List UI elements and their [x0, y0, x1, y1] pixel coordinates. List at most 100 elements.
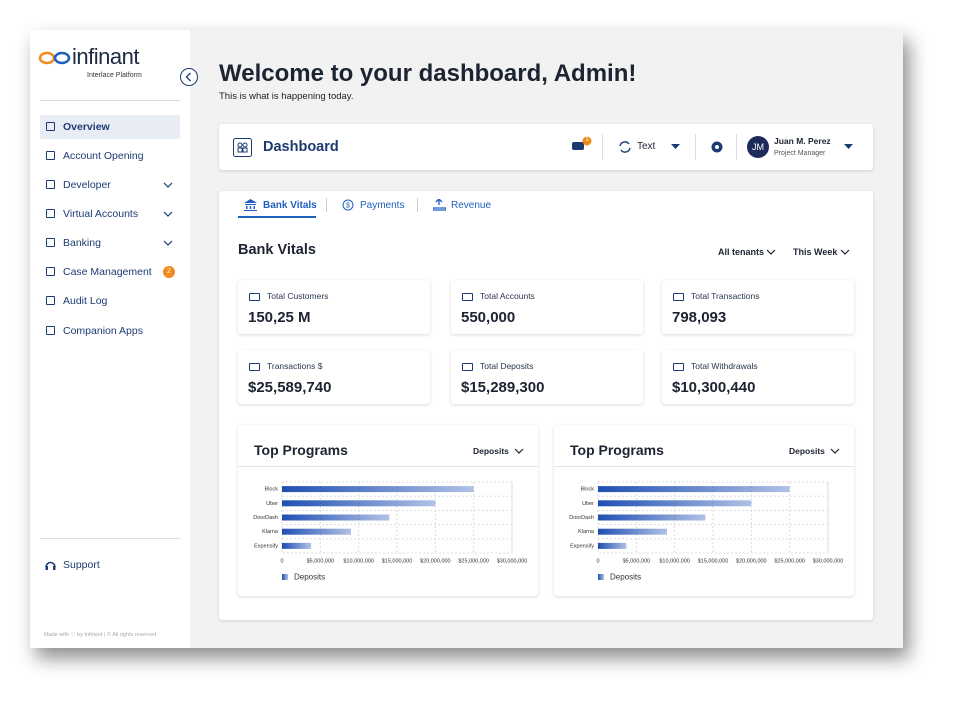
stat-value: 150,25 M: [248, 309, 311, 326]
x-tick-label: $10,000,000: [659, 558, 690, 564]
stat-card: [238, 350, 430, 404]
nav-icon: [46, 151, 55, 160]
stat-value: $25,589,740: [248, 379, 332, 396]
sync-label[interactable]: Text: [637, 141, 656, 152]
nav-icon: [46, 180, 55, 189]
section-title: Bank Vitals: [238, 242, 316, 258]
nav-item[interactable]: Account Opening: [63, 150, 144, 162]
bar: [282, 500, 436, 507]
x-tick-label: $30,000,000: [497, 558, 528, 564]
stat-card: [451, 280, 643, 334]
chart-dropdown[interactable]: Deposits: [473, 446, 509, 456]
stat-label: Total Customers: [267, 291, 329, 301]
bank-icon: [244, 199, 257, 211]
x-tick-label: 0: [596, 558, 599, 564]
nav-chevron[interactable]: [163, 182, 173, 189]
nav-chevron[interactable]: [163, 211, 173, 218]
divider: [554, 466, 854, 467]
divider: [695, 134, 696, 160]
divider: [417, 198, 418, 212]
stat-icon: [249, 363, 260, 371]
nav-icon: [46, 326, 55, 335]
divider: [602, 134, 603, 160]
x-tick-label: $30,000,000: [813, 558, 844, 564]
x-tick-label: $5,000,000: [307, 558, 335, 564]
nav-icon: [46, 209, 55, 218]
revenue-icon: [433, 199, 446, 211]
y-tick-label: Block: [581, 487, 595, 493]
stat-value: 798,093: [672, 309, 727, 326]
support-icon: [45, 561, 56, 570]
tab[interactable]: Payments: [360, 200, 405, 211]
dropdown-caret[interactable]: [671, 144, 680, 150]
chevron[interactable]: [514, 448, 524, 455]
y-tick-label: Klarna: [578, 529, 595, 535]
logo-mark: [38, 51, 71, 65]
chevron[interactable]: [766, 249, 776, 256]
nav-icon: [46, 238, 55, 247]
x-tick-label: $20,000,000: [420, 558, 451, 564]
x-tick-label: $20,000,000: [736, 558, 767, 564]
bar: [598, 528, 667, 535]
stat-label: Total Transactions: [691, 291, 760, 301]
divider: [736, 134, 737, 160]
collapse-button[interactable]: [179, 67, 199, 87]
nav-item[interactable]: Audit Log: [63, 295, 108, 307]
settings-icon[interactable]: [710, 140, 724, 154]
plot-frame: [597, 481, 829, 554]
stat-label: Total Deposits: [480, 361, 534, 371]
dashboard-icon: [233, 138, 252, 157]
x-tick-label: $15,000,000: [382, 558, 413, 564]
chart: 0 $5,000,000 $10,000,000 $15,000,000 $20,000…: [253, 481, 528, 582]
nav-active-bg: [40, 115, 180, 139]
topbar-title: Dashboard: [263, 139, 339, 155]
sync-icon[interactable]: [618, 140, 632, 154]
nav-item[interactable]: Companion Apps: [63, 325, 143, 337]
nav-item[interactable]: Virtual Accounts: [63, 208, 139, 220]
nav-icon: [46, 267, 55, 276]
support-link[interactable]: Support: [63, 559, 100, 571]
stat-label: Total Withdrawals: [691, 361, 758, 371]
divider: [326, 198, 327, 212]
legend-label: Deposits: [610, 573, 641, 582]
y-tick-label: DoorDash: [253, 515, 278, 521]
stat-icon: [673, 293, 684, 301]
stat-value: $15,289,300: [461, 379, 545, 396]
chevron[interactable]: [830, 448, 840, 455]
x-tick-label: 0: [280, 558, 283, 564]
period-filter[interactable]: This Week: [793, 247, 838, 257]
chevron[interactable]: [840, 249, 850, 256]
tab-active[interactable]: Bank Vitals: [263, 200, 317, 211]
bar: [282, 486, 474, 493]
chevron-path: [830, 448, 840, 454]
chart: 0 $5,000,000 $10,000,000 $15,000,000 $20,000…: [569, 481, 844, 582]
x-tick-label: $10,000,000: [343, 558, 374, 564]
chevron-path: [163, 211, 173, 217]
notification-badge: 1: [585, 137, 589, 143]
page-subtitle: This is what is happening today.: [219, 91, 354, 102]
nav-icon: [46, 296, 55, 305]
nav-item[interactable]: Overview: [63, 121, 110, 133]
nav-badge: 2: [163, 266, 175, 278]
payments-icon: $: [342, 199, 354, 211]
avatar[interactable]: JM: [747, 136, 769, 158]
nav-item[interactable]: Developer: [63, 179, 111, 191]
nav-chevron[interactable]: [163, 240, 173, 247]
stat-card: [662, 280, 854, 334]
tab[interactable]: Revenue: [451, 200, 492, 211]
bar: [282, 542, 312, 549]
legend-swatch: [598, 574, 604, 580]
tenant-filter[interactable]: All tenants: [718, 247, 765, 257]
notification-icon[interactable]: [570, 135, 594, 155]
chart-dropdown[interactable]: Deposits: [789, 446, 825, 456]
bar: [598, 514, 706, 521]
chevron-path: [163, 240, 173, 246]
y-tick-label: DoorDash: [569, 515, 594, 521]
nav-icon: [46, 122, 55, 131]
nav-item[interactable]: Banking: [63, 237, 101, 249]
nav-item[interactable]: Case Management: [63, 266, 152, 278]
stat-label: Total Accounts: [480, 291, 535, 301]
user-dropdown[interactable]: [844, 144, 853, 150]
stat-label: Transactions $: [267, 361, 323, 371]
